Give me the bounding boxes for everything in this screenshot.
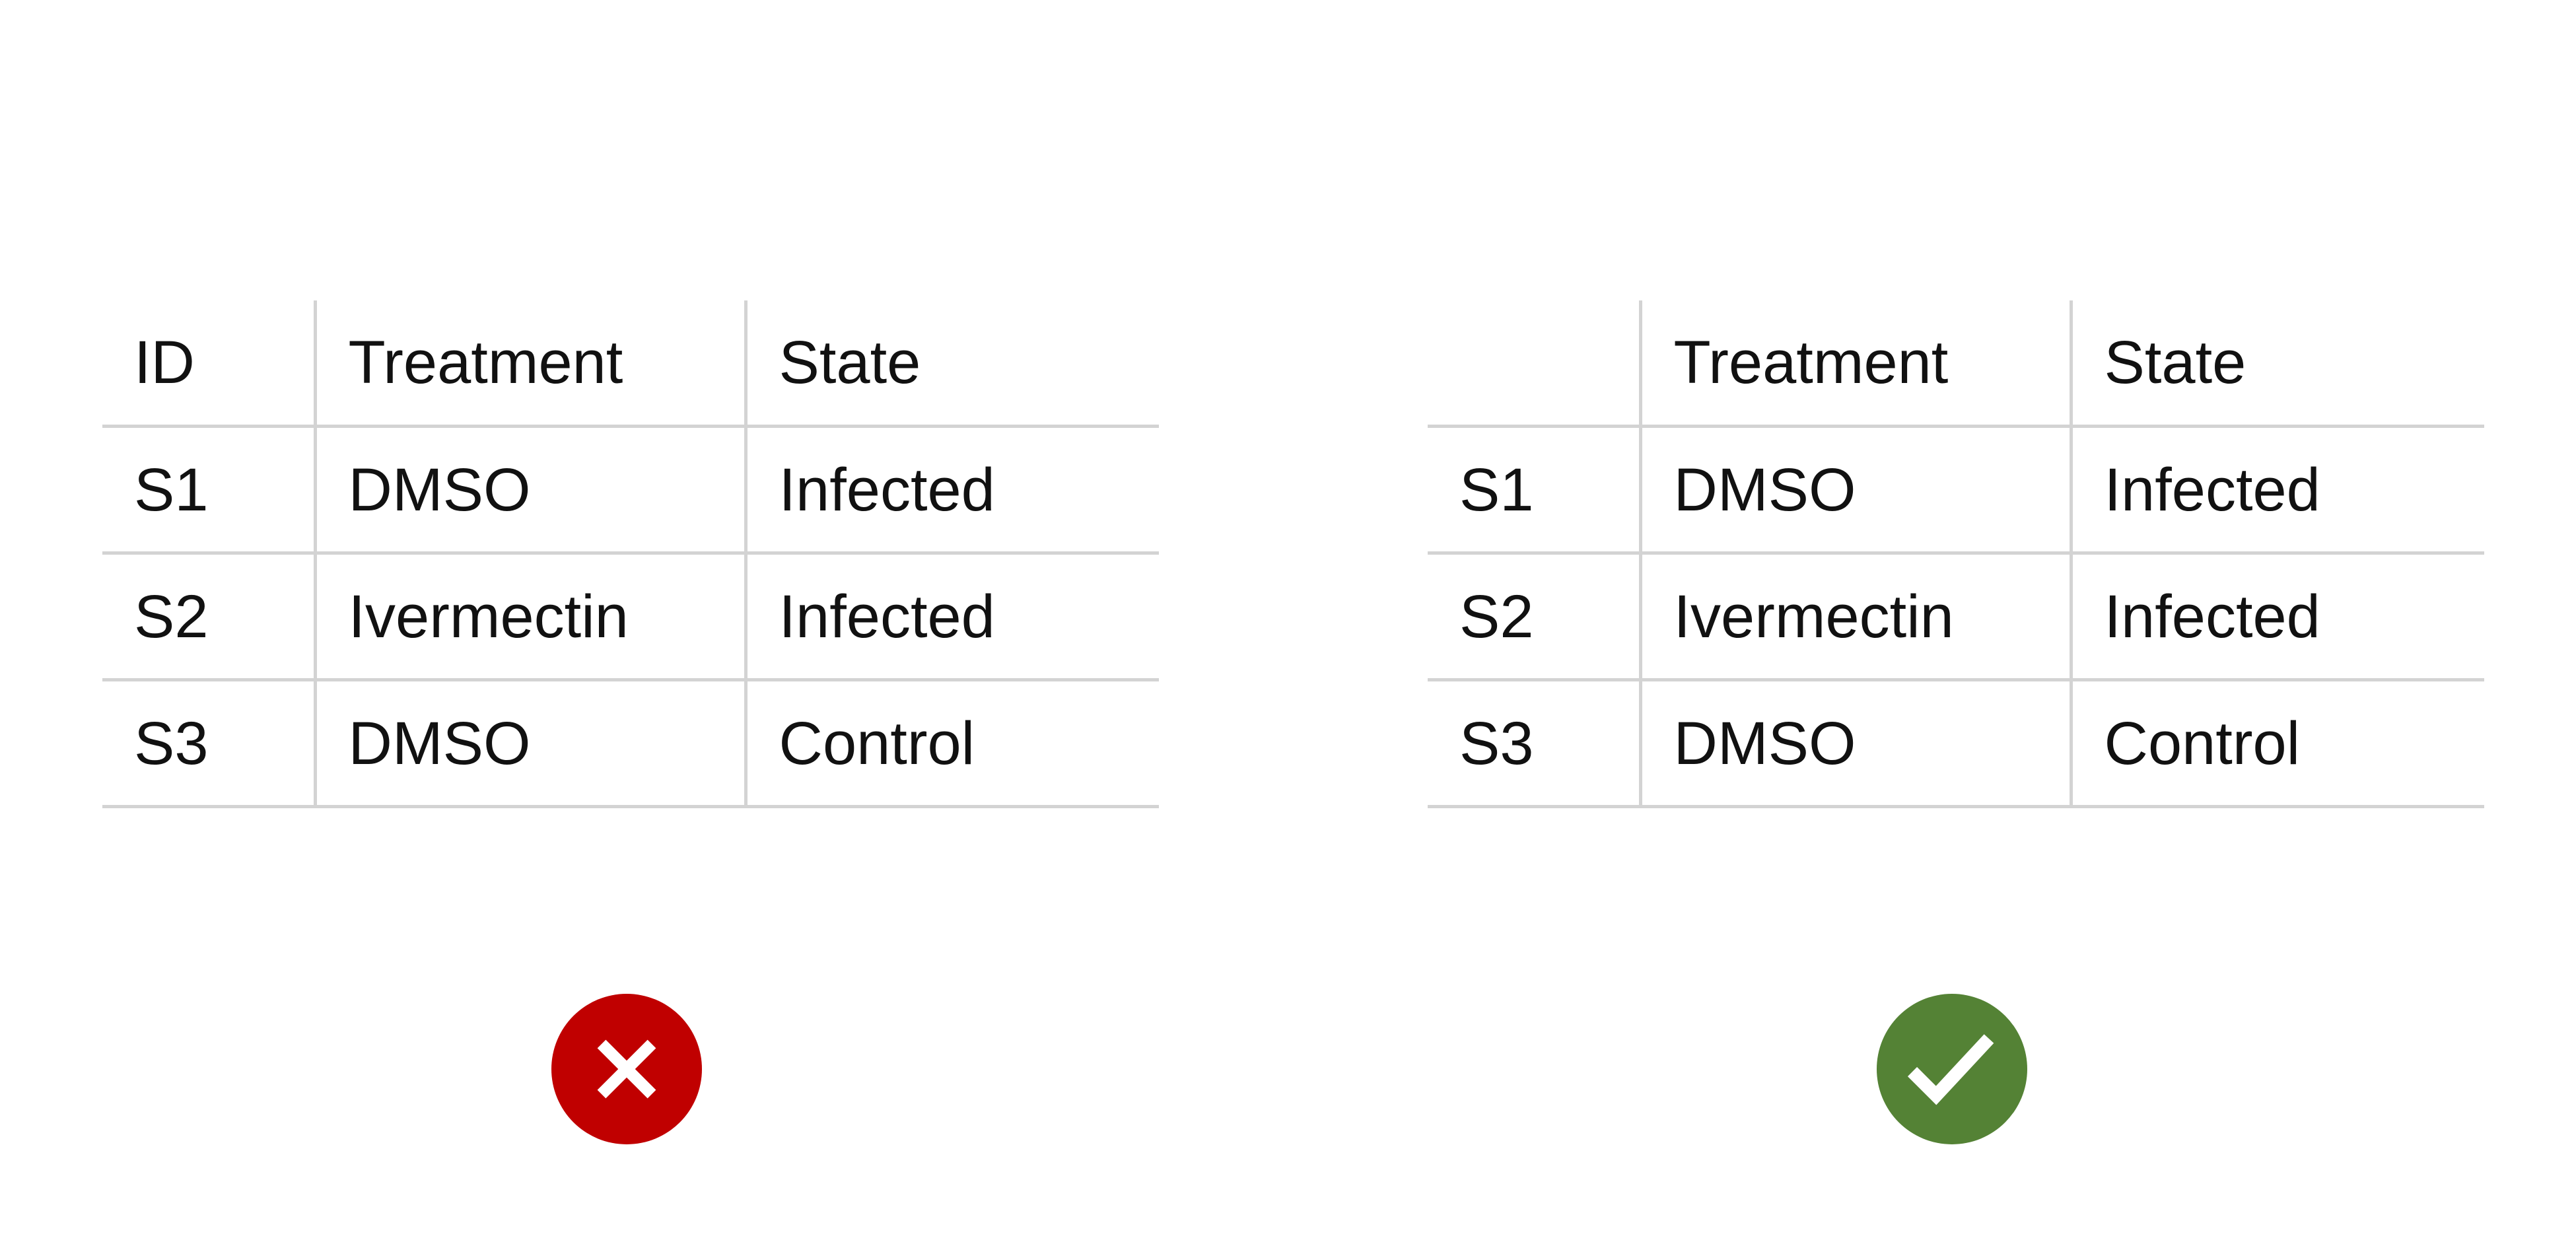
treatment-cell: DMSO [313, 426, 746, 555]
column-header-id: ID [102, 300, 315, 428]
incorrect-badge [551, 994, 702, 1144]
correct-example-panel: Treatment State S1 DMSO Infected S2 Iver… [1428, 0, 2484, 1250]
treatment-cell: DMSO [313, 679, 746, 808]
correct-badge [1877, 994, 2027, 1144]
column-header-state: State [744, 300, 1159, 428]
treatment-cell: Ivermectin [313, 553, 746, 681]
table-row: S2 Ivermectin Infected [102, 553, 1159, 681]
sample-id-cell: S3 [102, 679, 315, 808]
state-cell: Infected [744, 553, 1159, 681]
incorrect-example-panel: ID Treatment State S1 DMSO Infected S2 I… [102, 0, 1159, 1250]
column-header-blank [1428, 300, 1640, 428]
incorrect-example-table: ID Treatment State S1 DMSO Infected S2 I… [102, 300, 1159, 808]
table-row: S1 DMSO Infected [102, 426, 1159, 555]
check-mark-icon [1877, 994, 2027, 1144]
table-row: S2 Ivermectin Infected [1428, 553, 2484, 681]
sample-id-cell: S3 [1428, 679, 1640, 808]
correct-example-table: Treatment State S1 DMSO Infected S2 Iver… [1428, 300, 2484, 808]
state-cell: Control [744, 679, 1159, 808]
state-cell: Infected [2069, 553, 2484, 681]
state-cell: Infected [2069, 426, 2484, 555]
sample-id-cell: S1 [102, 426, 315, 555]
sample-id-cell: S2 [1428, 553, 1640, 681]
x-cross-icon [551, 994, 702, 1144]
treatment-cell: DMSO [1638, 679, 2071, 808]
sample-id-cell: S2 [102, 553, 315, 681]
treatment-cell: DMSO [1638, 426, 2071, 555]
column-header-treatment: Treatment [1638, 300, 2071, 428]
state-cell: Control [2069, 679, 2484, 808]
treatment-cell: Ivermectin [1638, 553, 2071, 681]
table-row: S3 DMSO Control [102, 679, 1159, 808]
column-header-state: State [2069, 300, 2484, 428]
column-header-treatment: Treatment [313, 300, 746, 428]
state-cell: Infected [744, 426, 1159, 555]
table-header-row: ID Treatment State [102, 300, 1159, 428]
table-header-row: Treatment State [1428, 300, 2484, 428]
sample-id-cell: S1 [1428, 426, 1640, 555]
table-row: S1 DMSO Infected [1428, 426, 2484, 555]
table-row: S3 DMSO Control [1428, 679, 2484, 808]
